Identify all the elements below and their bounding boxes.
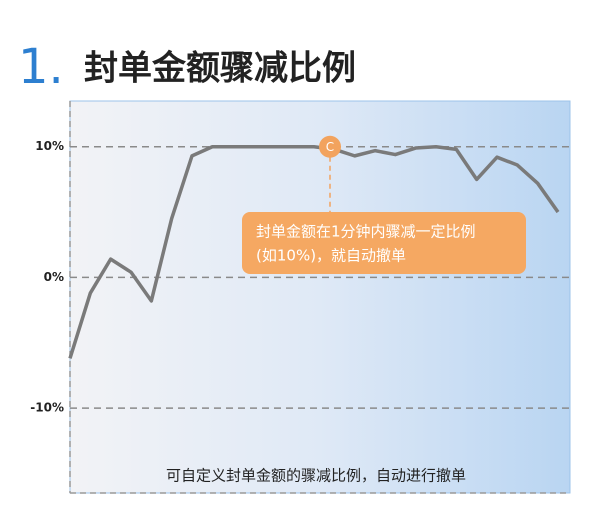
line (68, 144, 560, 359)
callout-box (242, 212, 526, 274)
marker-circle (319, 135, 341, 158)
callout-text: (如10%)，就自动撤单 (256, 247, 406, 265)
marker-label: C (326, 140, 334, 154)
plot-layer: 10% 0% -10% C 封单金额在1分钟内骤减一定比例 (如10%)，就自动撤单可自定… (30, 135, 570, 485)
y-tick-label: -10% (30, 401, 64, 415)
callout-text: 封单金额在1分钟内骤减一定比例 (256, 223, 476, 241)
chart-title: 封单金额骤减比例 (84, 49, 356, 89)
caption: 可自定义封单金额的骤减比例，自动进行撤单 (166, 467, 466, 485)
y-tick-label: 0% (44, 270, 64, 284)
title-number: 1. (18, 39, 64, 95)
y-tick-label: 10% (35, 139, 64, 153)
